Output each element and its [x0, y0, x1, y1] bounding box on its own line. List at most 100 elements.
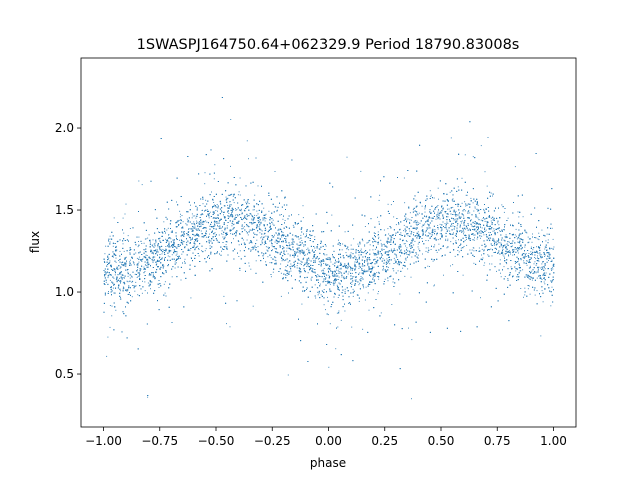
- data-point: [438, 198, 439, 200]
- data-point: [141, 261, 143, 262]
- data-point: [119, 259, 120, 261]
- data-point: [292, 224, 294, 226]
- data-point: [129, 252, 131, 254]
- data-point: [493, 238, 495, 240]
- data-point: [516, 238, 518, 240]
- data-point: [504, 276, 506, 277]
- data-point: [141, 292, 143, 294]
- data-point: [463, 246, 465, 247]
- data-point: [159, 260, 161, 262]
- data-point: [221, 250, 222, 252]
- data-point: [179, 216, 181, 218]
- data-point: [191, 227, 193, 229]
- data-point: [149, 241, 151, 243]
- data-point: [415, 215, 417, 217]
- data-point: [443, 274, 444, 276]
- data-point: [111, 269, 113, 270]
- data-point: [512, 254, 514, 256]
- data-point: [515, 235, 517, 237]
- data-point: [417, 214, 419, 216]
- data-point: [417, 243, 419, 245]
- data-point: [318, 260, 320, 262]
- data-point: [323, 278, 325, 280]
- data-point: [405, 240, 407, 242]
- data-point: [201, 250, 203, 252]
- data-point: [536, 246, 538, 248]
- data-point: [250, 213, 252, 215]
- data-point: [538, 260, 540, 262]
- data-point: [417, 231, 419, 233]
- data-point: [315, 257, 317, 259]
- data-point: [504, 236, 506, 238]
- data-point: [235, 233, 237, 235]
- data-point: [337, 265, 339, 267]
- data-point: [193, 221, 195, 223]
- data-point: [513, 249, 515, 251]
- data-point: [308, 259, 310, 261]
- data-point: [151, 244, 153, 246]
- data-point: [258, 221, 260, 223]
- data-point: [246, 239, 248, 241]
- data-point: [436, 233, 438, 235]
- data-point: [499, 259, 501, 261]
- data-point: [280, 295, 282, 297]
- data-point: [226, 323, 227, 325]
- data-point: [305, 233, 307, 235]
- data-point: [107, 277, 109, 279]
- data-point: [422, 234, 424, 236]
- data-point: [540, 277, 542, 279]
- data-point: [312, 258, 314, 260]
- data-point: [412, 209, 414, 211]
- data-point: [538, 269, 539, 271]
- data-point: [496, 270, 497, 272]
- data-point: [320, 294, 322, 296]
- data-point: [461, 177, 463, 179]
- data-point: [263, 243, 265, 245]
- data-point: [499, 230, 501, 232]
- data-point: [239, 250, 241, 252]
- data-point: [488, 232, 490, 233]
- data-point: [350, 252, 352, 254]
- data-point: [247, 234, 249, 236]
- data-point: [468, 237, 470, 238]
- data-point: [300, 250, 302, 251]
- data-point: [238, 256, 240, 257]
- data-point: [340, 267, 342, 269]
- data-point: [120, 262, 122, 264]
- data-point: [380, 312, 382, 314]
- data-point: [333, 273, 335, 275]
- data-point: [460, 247, 462, 249]
- data-point: [503, 266, 505, 268]
- data-point: [292, 242, 294, 244]
- data-point: [518, 259, 520, 261]
- data-point: [374, 248, 376, 250]
- data-point: [194, 235, 196, 237]
- data-point: [484, 262, 486, 264]
- data-point: [124, 213, 126, 215]
- data-point: [403, 243, 405, 245]
- data-point: [405, 226, 407, 228]
- data-point: [414, 240, 416, 242]
- data-point: [442, 207, 444, 209]
- data-point: [286, 274, 288, 276]
- data-point: [478, 212, 480, 214]
- data-point: [233, 202, 235, 204]
- data-point: [229, 326, 231, 328]
- data-point: [370, 262, 372, 264]
- data-point: [139, 256, 141, 258]
- data-point: [444, 223, 446, 225]
- data-point: [440, 227, 442, 229]
- data-point: [279, 252, 281, 254]
- data-point: [435, 218, 437, 220]
- data-point: [430, 196, 432, 198]
- data-point: [459, 212, 460, 214]
- data-point: [521, 254, 523, 256]
- data-point: [134, 273, 136, 275]
- data-point: [544, 256, 546, 257]
- data-point: [386, 262, 388, 264]
- data-point: [194, 225, 196, 227]
- data-point: [476, 203, 478, 205]
- data-point: [403, 224, 405, 226]
- data-point: [328, 257, 330, 259]
- data-point: [329, 323, 331, 325]
